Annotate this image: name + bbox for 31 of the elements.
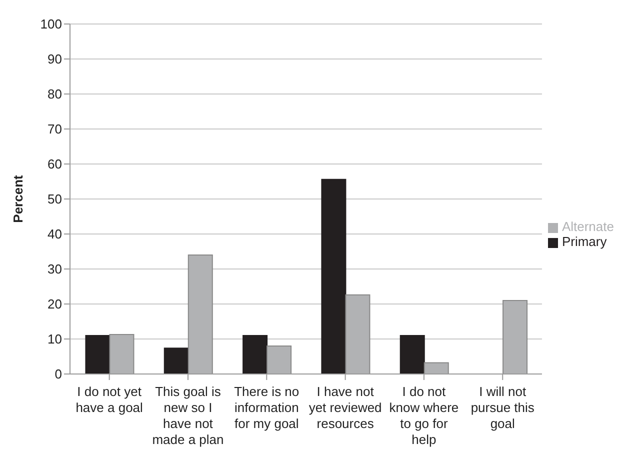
bar: [424, 362, 449, 374]
bar: [85, 335, 110, 374]
y-tick-label: 30: [48, 262, 62, 277]
y-tick-label: 0: [54, 366, 62, 382]
x-tick-label: I do not yet have a goal: [76, 384, 144, 415]
x-tick-label: This goal is new so I have not made a plan: [152, 384, 224, 447]
bar: [266, 346, 292, 374]
x-tick-label: I have not yet reviewed resources: [308, 384, 382, 431]
bar: [321, 178, 346, 374]
x-tick-label: There is no information for my goal: [234, 384, 300, 431]
y-tick-label: 100: [40, 16, 62, 32]
bar: [242, 335, 268, 374]
y-tick-label: 20: [48, 296, 62, 312]
y-tick-label: 90: [48, 52, 62, 67]
x-tick-label: I do not know where to go for help: [389, 384, 459, 447]
x-tick-label: I will not pursue this goal: [470, 384, 535, 431]
legend-label: Alternate: [562, 219, 614, 234]
bar: [188, 254, 213, 374]
bar: [502, 300, 528, 374]
legend-label: Primary: [562, 234, 607, 249]
y-axis-title: Percent: [10, 174, 26, 223]
bar: [400, 335, 425, 374]
y-tick-label: 70: [48, 122, 62, 137]
bar: [164, 348, 189, 374]
y-tick-label: 10: [48, 332, 62, 347]
y-tick-label: 50: [48, 192, 62, 207]
bar: [109, 334, 134, 374]
y-tick-label: 40: [48, 226, 62, 242]
bar: [345, 294, 370, 374]
y-tick-label: 80: [48, 86, 62, 102]
y-tick-label: 60: [48, 156, 62, 172]
